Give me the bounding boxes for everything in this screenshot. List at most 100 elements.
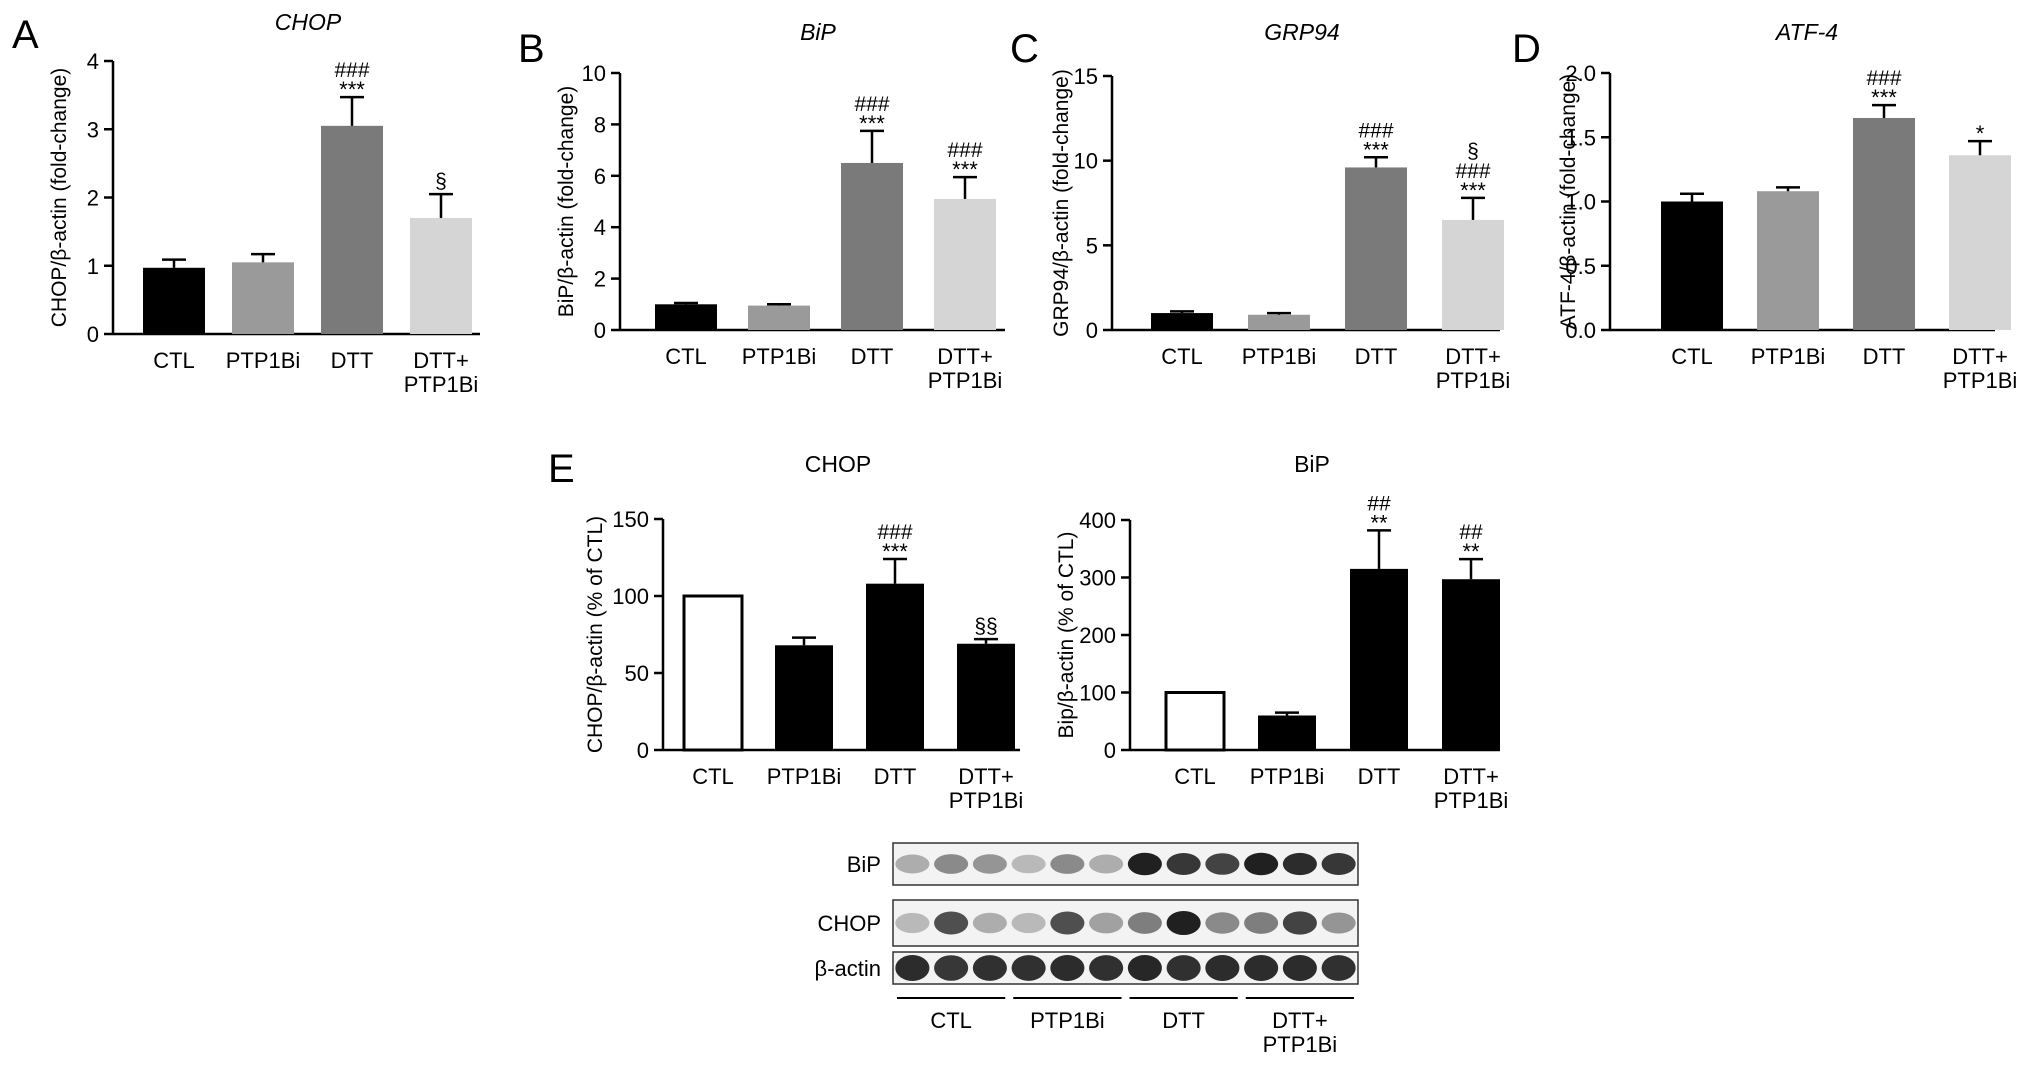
x-tick-label: PTP1Bi <box>1436 368 1511 393</box>
bar <box>682 594 744 752</box>
significance-label: ** <box>1462 539 1480 564</box>
bar <box>1258 715 1316 750</box>
blot-band <box>1089 955 1124 981</box>
chart-title: CHOP <box>805 451 871 477</box>
significance-label: ### <box>1866 67 1901 90</box>
blot-band <box>1205 912 1240 934</box>
panel-letter-b: B <box>518 27 545 71</box>
blot-band <box>1205 955 1240 981</box>
x-tick-label: PTP1Bi <box>928 368 1003 393</box>
bar <box>866 583 924 750</box>
y-tick-label: 300 <box>1079 566 1116 591</box>
panel-a-chart: CHOP CHOP/β-actin (fold-change) 0 1 2 3 4 CTL PT… <box>48 9 480 397</box>
y-tick-label: 15 <box>1074 64 1098 89</box>
y-axis-label: GRP94/β-actin (fold-change) <box>1050 69 1073 337</box>
bar <box>775 645 833 750</box>
blot-band <box>1089 854 1124 874</box>
blot-band <box>1205 853 1240 875</box>
blot-group-label: PTP1Bi <box>1263 1032 1338 1057</box>
x-tick-label: DTT <box>1358 764 1401 789</box>
significance-label: ### <box>1455 160 1490 183</box>
significance-label: *** <box>952 157 978 182</box>
x-tick-label: DTT+ <box>937 344 993 369</box>
y-tick-label: 1 <box>87 254 99 279</box>
bar <box>1151 313 1213 330</box>
blot-band <box>1127 912 1162 934</box>
y-tick-label: 0.5 <box>1565 254 1596 279</box>
bar <box>1164 691 1226 752</box>
blot-band <box>1127 955 1162 981</box>
significance-label: *** <box>1460 178 1486 203</box>
y-axis-label: Bip/β-actin (% of CTL) <box>1055 532 1078 739</box>
significance-label: §§ <box>974 615 997 638</box>
y-axis-label: ATF-4/β-actin (fold-change) <box>1557 74 1580 330</box>
bar <box>1442 579 1500 750</box>
x-tick-label: PTP1Bi <box>226 348 301 373</box>
x-tick-label: PTP1Bi <box>742 344 817 369</box>
x-tick-label: CTL <box>1174 764 1216 789</box>
y-tick-label: 0 <box>1086 318 1098 343</box>
blot-band <box>1011 955 1046 981</box>
significance-label: *** <box>882 539 908 564</box>
y-tick-label: 1.5 <box>1565 125 1596 150</box>
y-tick-label: 200 <box>1079 623 1116 648</box>
panel-e-chop-chart: CHOP CHOP/β-actin (% of CTL) 0 50 100 150 CTL P… <box>584 451 1023 813</box>
panel-letter-c: C <box>1010 27 1039 71</box>
chart-title: ATF-4 <box>1774 19 1838 45</box>
y-tick-label: 0 <box>637 738 649 763</box>
significance-label: ## <box>1367 492 1391 515</box>
y-tick-label: 1.0 <box>1565 190 1596 215</box>
y-tick-label: 8 <box>594 112 606 137</box>
x-tick-label: PTP1Bi <box>404 372 479 397</box>
blot-band <box>1282 911 1317 935</box>
y-tick-label: 0 <box>594 318 606 343</box>
y-tick-label: 6 <box>594 164 606 189</box>
y-tick-label: 0 <box>1104 738 1116 763</box>
x-tick-label: PTP1Bi <box>1943 368 2018 393</box>
blot-band <box>1166 955 1201 981</box>
x-tick-label: DTT <box>1355 344 1398 369</box>
y-tick-label: 10 <box>582 61 606 86</box>
y-tick-label: 150 <box>612 507 649 532</box>
significance-label: ### <box>877 521 912 544</box>
bar <box>934 198 996 330</box>
significance-label: ### <box>1358 119 1393 142</box>
x-tick-label: CTL <box>153 348 195 373</box>
blot-band <box>972 854 1007 874</box>
bar <box>1350 568 1408 750</box>
x-tick-label: DTT+ <box>413 348 469 373</box>
y-axis-label: CHOP/β-actin (fold-change) <box>48 68 71 328</box>
x-tick-label: DTT+ <box>1445 344 1501 369</box>
blot-group-label: DTT <box>1162 1008 1205 1033</box>
panel-e-bip-chart: BiP Bip/β-actin (% of CTL) 0 100 200 300 400 CT… <box>1055 451 1508 813</box>
blot-row-label: CHOP <box>817 911 881 936</box>
blot-band <box>1166 853 1201 875</box>
blot-band <box>1011 912 1046 934</box>
blot-strip <box>892 899 1359 947</box>
chart-title: BiP <box>1294 451 1330 477</box>
significance-label: *** <box>1871 85 1897 110</box>
bar <box>957 643 1015 750</box>
bar <box>1248 314 1310 330</box>
x-tick-label: PTP1Bi <box>1751 344 1826 369</box>
blot-band <box>1282 852 1317 876</box>
bar <box>1757 191 1819 330</box>
x-tick-label: CTL <box>1671 344 1713 369</box>
x-tick-label: DTT <box>874 764 917 789</box>
x-tick-label: CTL <box>665 344 707 369</box>
x-tick-label: DTT <box>1863 344 1906 369</box>
blot-band <box>1321 853 1356 875</box>
x-tick-label: DTT+ <box>1443 764 1499 789</box>
blot-band <box>1050 854 1085 874</box>
x-tick-label: PTP1Bi <box>949 788 1024 813</box>
x-tick-label: CTL <box>1161 344 1203 369</box>
blot-band <box>1011 854 1046 874</box>
y-axis-label: CHOP/β-actin (% of CTL) <box>584 516 607 753</box>
significance-label: ### <box>854 93 889 116</box>
y-tick-label: 100 <box>1079 681 1116 706</box>
bar <box>143 267 205 334</box>
blot-group-label: PTP1Bi <box>1030 1008 1105 1033</box>
bar <box>841 162 903 330</box>
blot-band <box>1244 852 1279 876</box>
